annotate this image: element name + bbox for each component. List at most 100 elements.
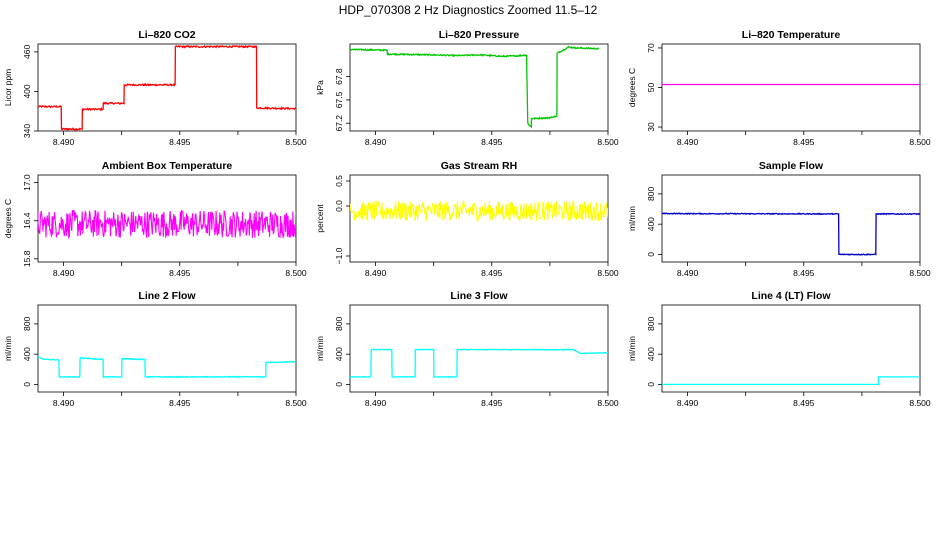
panel-6-ytick-label: 0 — [646, 252, 656, 257]
panel-2-ytick-label: 67.2 — [334, 115, 344, 132]
panel-9-xtick-label: 8.495 — [793, 398, 815, 408]
panel-4-xtick-label: 8.490 — [53, 268, 75, 278]
panel-6-ylabel: ml/min — [627, 206, 637, 231]
panel-8-ytick-label: 400 — [334, 347, 344, 361]
panel-1-xtick-label: 8.495 — [169, 137, 191, 147]
panel-8-ytick-label: 800 — [334, 317, 344, 331]
panel-8-xtick-label: 8.500 — [597, 398, 619, 408]
panel-4-ytick-label: 17.0 — [22, 174, 32, 191]
panel-4: Ambient Box Temperature 8.490 8.495 8.500 15… — [3, 160, 307, 278]
panel-5-title: Gas Stream RH — [441, 160, 517, 172]
panel-1: Li–820 CO2 8.490 8.495 8.500 340 400 460 Licor … — [3, 29, 307, 147]
panel-4-plot-frame — [37, 174, 297, 263]
panel-3-ytick-label: 30 — [646, 122, 656, 132]
panel-7-ylabel: ml/min — [3, 336, 13, 361]
panel-3-ytick-label: 50 — [646, 83, 656, 93]
panel-5-series-line — [350, 198, 608, 222]
panel-9-ytick-label: 400 — [646, 347, 656, 361]
panel-5-xtick-label: 8.495 — [481, 268, 503, 278]
panel-7-xtick-label: 8.495 — [169, 398, 191, 408]
panel-6-xtick-label: 8.490 — [677, 268, 699, 278]
panel-9-title: Line 4 (LT) Flow — [751, 290, 831, 302]
panel-3-ylabel: degrees C — [627, 68, 637, 107]
panel-1-title: Li–820 CO2 — [138, 29, 195, 41]
panel-2: Li–820 Pressure 8.490 8.495 8.500 67.2 67.5 67… — [315, 29, 619, 147]
figure-title: HDP_070308 2 Hz Diagnostics Zoomed 11.5–… — [339, 3, 598, 17]
panel-1-ytick-label: 340 — [22, 124, 32, 138]
panel-2-ylabel: kPa — [315, 80, 325, 95]
panel-9-ylabel: ml/min — [627, 336, 637, 361]
panel-7-series-line — [38, 356, 296, 379]
panel-7-xtick-label: 8.500 — [285, 398, 307, 408]
panel-5-ylabel: percent — [315, 204, 325, 233]
panel-2-plot-frame — [349, 43, 609, 132]
panel-2-ytick-label: 67.5 — [334, 91, 344, 108]
panel-8-series-line — [350, 348, 608, 379]
panel-5-xtick-label: 8.490 — [365, 268, 387, 278]
panel-9-series-line — [662, 376, 920, 386]
panel-9-ytick-label: 0 — [646, 382, 656, 387]
panel-1-plot-frame — [37, 43, 297, 132]
panel-5-ytick-label: 0.0 — [334, 200, 344, 212]
panel-3-ytick-label: 70 — [646, 43, 656, 53]
panel-4-series-line — [38, 209, 296, 239]
panel-4-xtick-label: 8.495 — [169, 268, 191, 278]
panel-2-ytick-label: 67.8 — [334, 68, 344, 85]
panel-6-xtick-label: 8.495 — [793, 268, 815, 278]
panel-5-xtick-label: 8.500 — [597, 268, 619, 278]
panel-7-plot-frame — [37, 304, 297, 393]
panel-3-title: Li–820 Temperature — [742, 29, 841, 41]
panel-7-xtick-label: 8.490 — [53, 398, 75, 408]
panel-4-xtick-label: 8.500 — [285, 268, 307, 278]
panel-5-ytick-label: −1.0 — [334, 247, 344, 264]
panel-8-xtick-label: 8.495 — [481, 398, 503, 408]
panel-2-xtick-label: 8.500 — [597, 137, 619, 147]
panel-3-xtick-label: 8.490 — [677, 137, 699, 147]
panel-5-ytick-label: 0.5 — [334, 175, 344, 187]
panel-5: Gas Stream RH 8.490 8.495 8.500 −1.0 0.0 0.5 pe… — [315, 160, 619, 278]
panel-8-ylabel: ml/min — [315, 336, 325, 361]
panel-1-xtick-label: 8.500 — [285, 137, 307, 147]
panel-6: Sample Flow 8.490 8.495 8.500 0 400 800 ml/min — [627, 160, 931, 278]
panel-5-plot-frame — [349, 174, 609, 263]
panel-1-ylabel: Licor ppm — [3, 69, 13, 106]
panel-6-plot-frame — [661, 174, 921, 263]
panel-6-xtick-label: 8.500 — [909, 268, 931, 278]
panel-9-xtick-label: 8.490 — [677, 398, 699, 408]
panel-1-ytick-label: 400 — [22, 84, 32, 98]
panel-4-ytick-label: 16.4 — [22, 212, 32, 229]
panel-4-ytick-label: 15.8 — [22, 250, 32, 267]
panel-2-xtick-label: 8.490 — [365, 137, 387, 147]
panel-3-xtick-label: 8.495 — [793, 137, 815, 147]
panel-2-title: Li–820 Pressure — [439, 29, 520, 41]
panel-6-title: Sample Flow — [759, 160, 824, 172]
panel-9: Line 4 (LT) Flow 8.490 8.495 8.500 0 400 800 ml… — [627, 290, 931, 408]
panel-7: Line 2 Flow 8.490 8.495 8.500 0 400 800 ml/min — [3, 290, 307, 408]
panel-4-title: Ambient Box Temperature — [102, 160, 233, 172]
panel-1-xtick-label: 8.490 — [53, 137, 75, 147]
panel-3-plot-frame — [661, 43, 921, 132]
panel-8-ytick-label: 0 — [334, 382, 344, 387]
panel-9-plot-frame — [661, 304, 921, 393]
panel-8: Line 3 Flow 8.490 8.495 8.500 0 400 800 ml/min — [315, 290, 619, 408]
panel-3-xtick-label: 8.500 — [909, 137, 931, 147]
panel-7-ytick-label: 400 — [22, 347, 32, 361]
panel-1-ytick-label: 460 — [22, 45, 32, 59]
panel-8-xtick-label: 8.490 — [365, 398, 387, 408]
panel-3: Li–820 Temperature 8.490 8.495 8.500 30 50 70 d… — [627, 29, 931, 147]
panel-7-ytick-label: 800 — [22, 317, 32, 331]
panel-4-ylabel: degrees C — [3, 199, 13, 238]
panel-2-series-line — [350, 45, 600, 129]
panel-6-series-line — [662, 212, 920, 256]
panel-6-ytick-label: 400 — [646, 217, 656, 231]
panel-9-xtick-label: 8.500 — [909, 398, 931, 408]
panel-9-ytick-label: 800 — [646, 317, 656, 331]
panel-8-plot-frame — [349, 304, 609, 393]
panel-2-xtick-label: 8.495 — [481, 137, 503, 147]
panel-7-title: Line 2 Flow — [138, 290, 196, 302]
panel-1-series-line — [38, 44, 296, 131]
panel-grid: Li–820 CO2 8.490 8.495 8.500 340 400 460 Licor … — [3, 29, 931, 408]
panel-8-title: Line 3 Flow — [450, 290, 508, 302]
panel-6-ytick-label: 800 — [646, 187, 656, 201]
